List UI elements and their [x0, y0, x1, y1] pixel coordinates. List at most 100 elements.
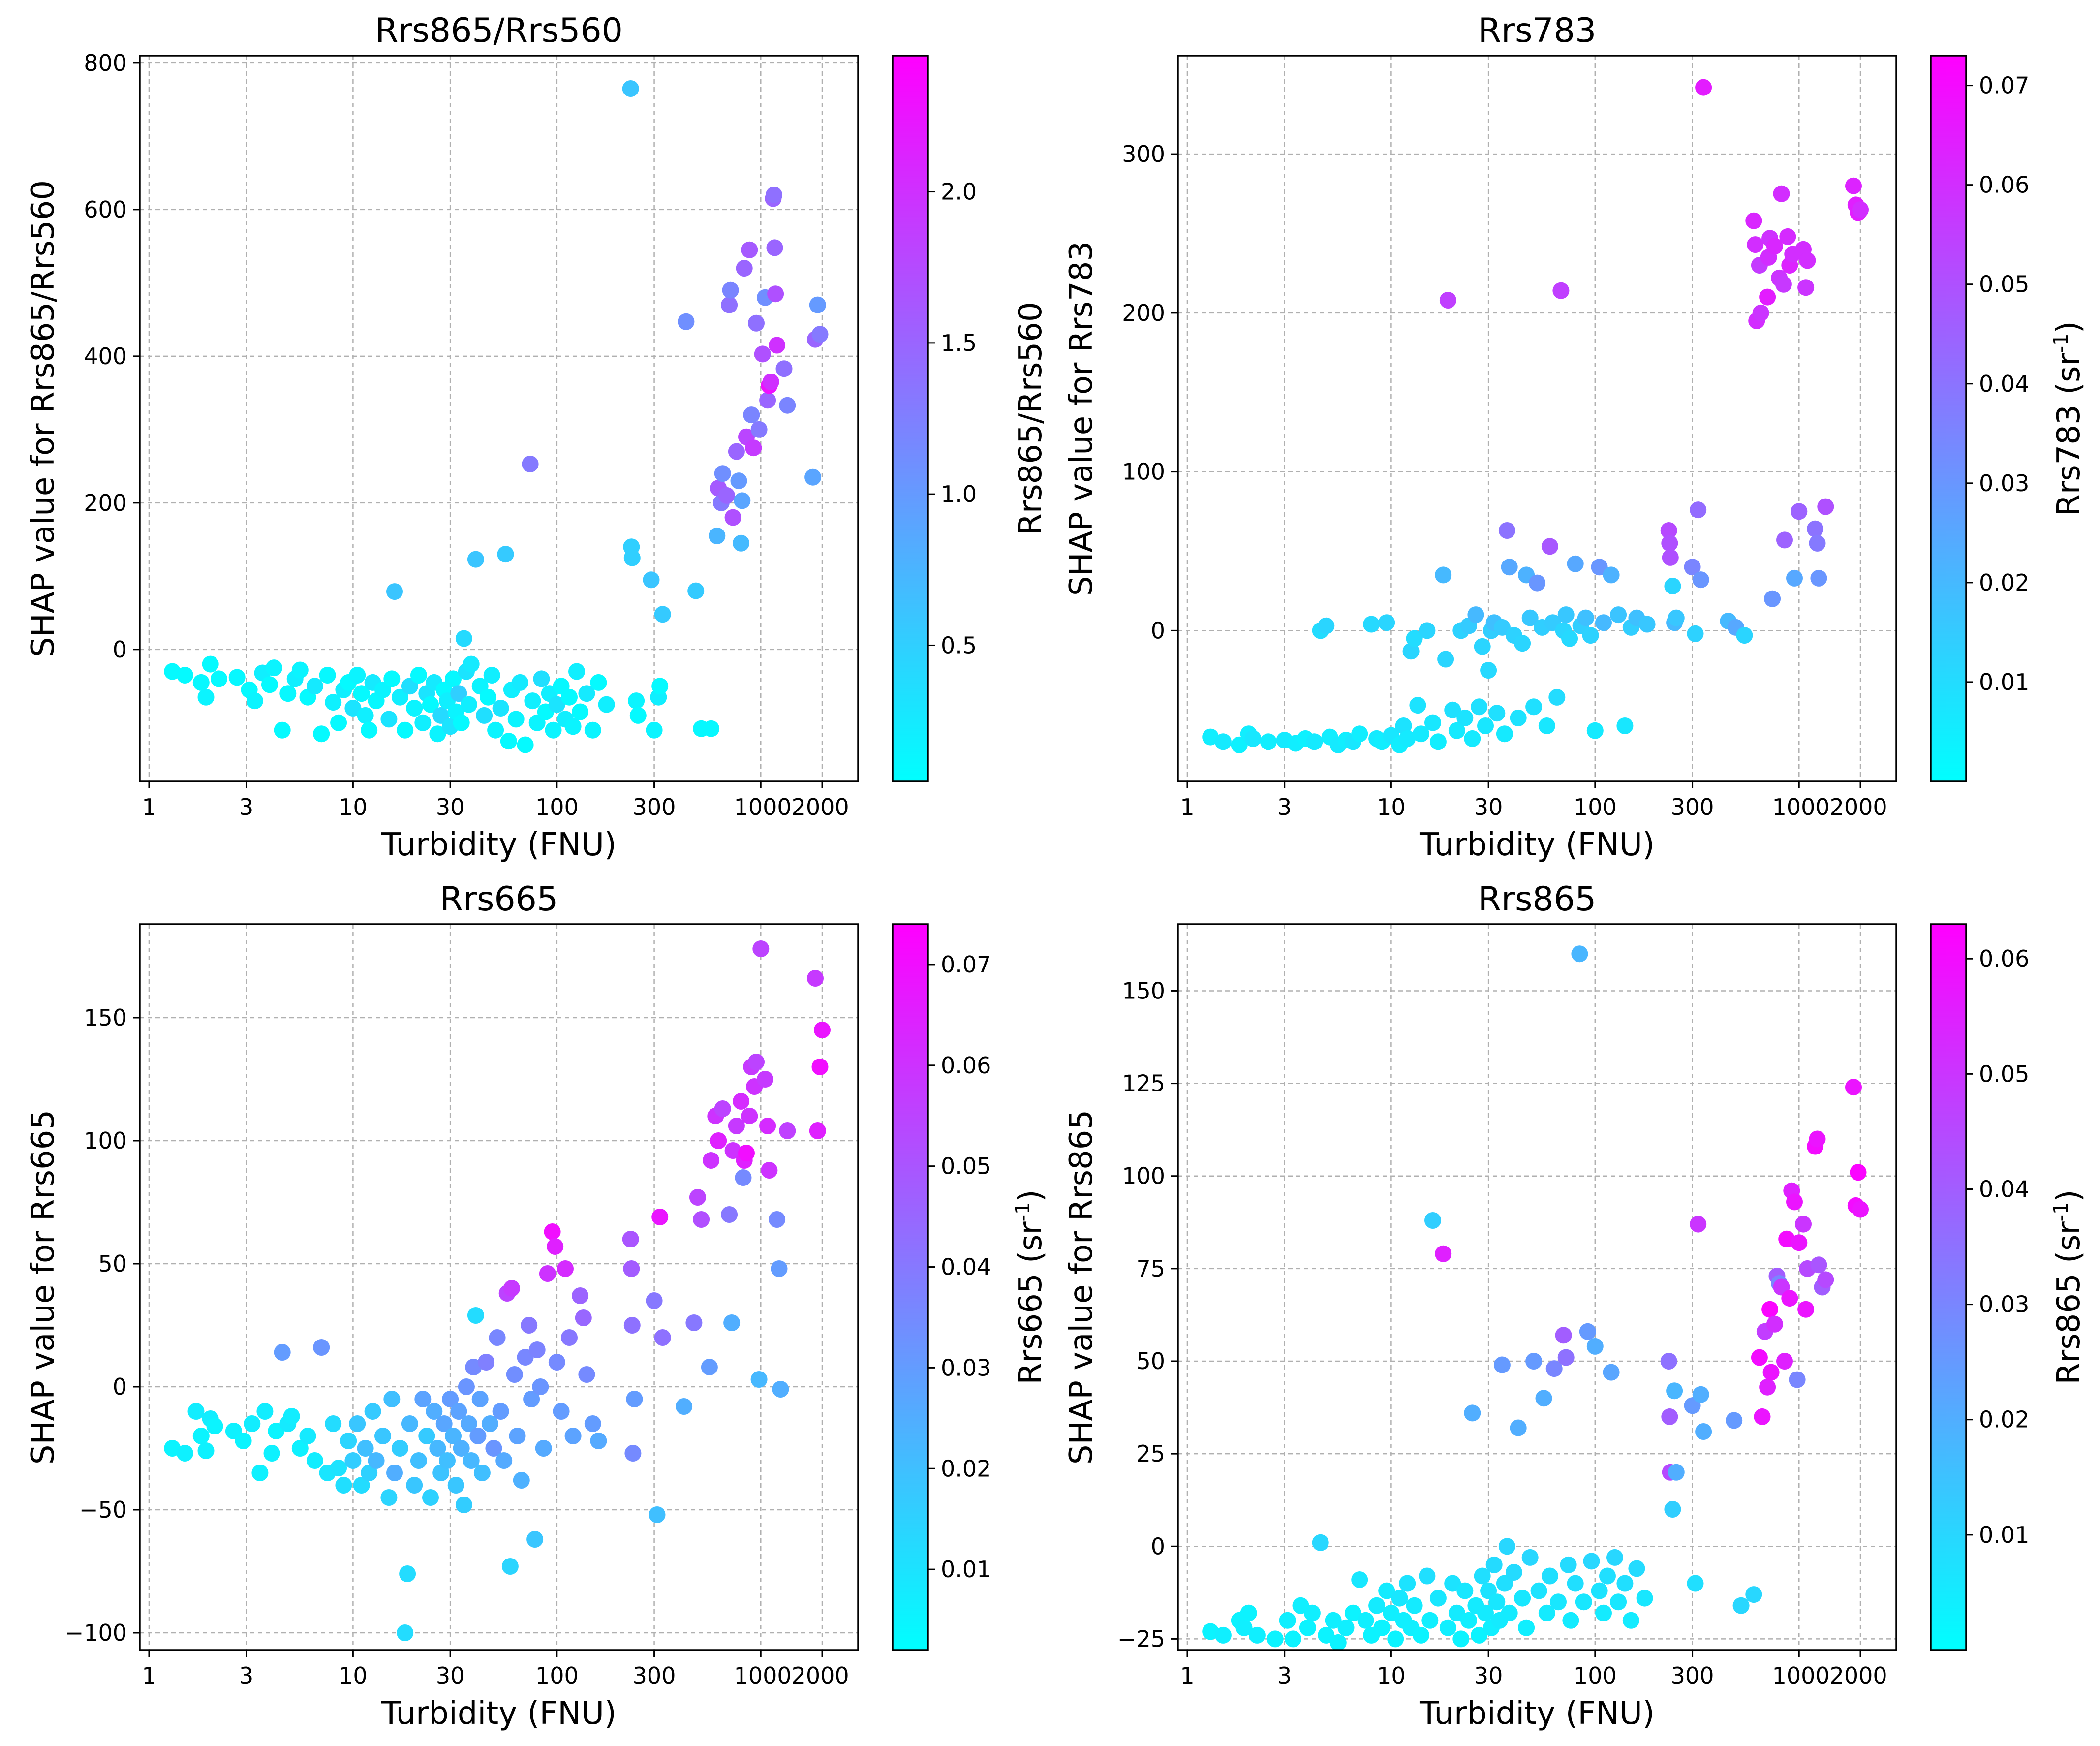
data-point — [1214, 1626, 1232, 1644]
data-point — [769, 1211, 786, 1228]
data-point — [646, 721, 663, 739]
colorbar-tick-label: 0.05 — [941, 1153, 991, 1180]
data-point — [804, 468, 822, 486]
data-point — [1435, 1245, 1452, 1262]
data-point — [741, 241, 758, 258]
data-point — [1521, 1549, 1539, 1566]
data-point — [380, 711, 398, 728]
data-point — [306, 678, 323, 695]
data-point — [1357, 1612, 1374, 1629]
y-tick-label: −100 — [65, 1620, 127, 1646]
colorbar-label: Rrs865 (sr-1) — [2050, 1189, 2087, 1384]
data-point — [509, 1428, 526, 1444]
y-tick-label: 0 — [1151, 617, 1165, 644]
data-point — [380, 1489, 398, 1506]
data-point — [1610, 606, 1627, 624]
data-point — [721, 1206, 738, 1223]
data-point — [590, 674, 607, 691]
y-tick-label: 0 — [1151, 1533, 1165, 1559]
data-point — [1299, 1619, 1316, 1636]
data-point — [779, 397, 796, 414]
data-point — [646, 1292, 663, 1309]
data-point — [1852, 1201, 1869, 1218]
data-point — [450, 685, 467, 702]
data-point — [406, 1477, 423, 1494]
colorbar — [1930, 923, 1967, 1651]
data-point — [414, 1391, 432, 1407]
x-tick-label: 3 — [1277, 794, 1292, 820]
data-point — [1529, 574, 1546, 592]
data-point — [1773, 185, 1790, 202]
data-point — [1795, 1216, 1812, 1233]
data-point — [526, 1531, 544, 1548]
data-point — [246, 692, 263, 710]
data-point — [1567, 1575, 1584, 1592]
data-point — [1668, 1464, 1685, 1481]
colorbar-tick-label: 0.03 — [1979, 1291, 2029, 1318]
y-axis-label: SHAP value for Rrs865 — [1063, 1110, 1100, 1465]
y-tick-label: 100 — [1122, 1163, 1165, 1189]
data-point — [344, 700, 362, 717]
data-point — [687, 582, 705, 599]
colorbar-tick-label: 0.5 — [941, 632, 977, 658]
data-point — [693, 1211, 710, 1228]
data-point — [1474, 638, 1491, 655]
y-tick-label: 50 — [1136, 1348, 1165, 1374]
chart-panel: 1 3 10 30 100 300 10002000 0 100 200 300 Rrs783 Turb… — [1063, 11, 2087, 863]
data-point — [771, 1260, 788, 1277]
data-point — [349, 667, 366, 684]
data-point — [1622, 1612, 1639, 1629]
data-point — [759, 392, 776, 409]
y-tick-label: 125 — [1122, 1070, 1165, 1097]
data-point — [1448, 722, 1465, 739]
data-point — [723, 1314, 741, 1331]
data-point — [426, 1403, 443, 1420]
data-point — [1595, 1604, 1612, 1621]
data-point — [1557, 1349, 1575, 1366]
data-point — [754, 345, 771, 363]
data-point — [629, 707, 647, 724]
data-point — [1781, 1290, 1798, 1307]
data-point — [410, 1452, 427, 1469]
data-point — [1690, 1216, 1707, 1233]
data-point — [306, 1452, 323, 1469]
data-point — [685, 1314, 703, 1331]
data-point — [766, 187, 782, 204]
data-point — [374, 681, 391, 698]
data-point — [1766, 238, 1783, 255]
data-point — [261, 676, 278, 693]
data-point — [1616, 717, 1634, 734]
data-point — [1660, 522, 1677, 539]
data-point — [762, 374, 779, 390]
data-point — [1439, 1619, 1456, 1636]
data-point — [432, 707, 450, 724]
x-tick-label: 1 — [1180, 1662, 1194, 1689]
y-tick-label: 200 — [84, 490, 127, 516]
data-point — [512, 674, 528, 691]
data-point — [399, 1565, 416, 1582]
data-point — [733, 534, 750, 552]
data-point — [1514, 1590, 1531, 1607]
data-point — [206, 1418, 223, 1434]
data-point — [561, 1329, 578, 1346]
data-point — [274, 1344, 291, 1361]
data-point — [1480, 662, 1497, 679]
data-point — [1399, 1575, 1416, 1592]
colorbar-tick-label: 1.0 — [941, 481, 977, 507]
data-point — [1603, 566, 1620, 584]
x-tick-label: 300 — [633, 794, 676, 820]
data-point — [1421, 1612, 1439, 1629]
chart-title: Rrs783 — [1478, 11, 1596, 50]
colorbar-tick-label: 0.06 — [1979, 945, 2029, 972]
data-point — [748, 314, 765, 332]
data-point — [676, 1398, 693, 1415]
data-point — [313, 1339, 330, 1356]
data-point — [622, 80, 639, 97]
data-point — [624, 1445, 642, 1462]
data-point — [357, 1440, 374, 1457]
data-point — [439, 1452, 456, 1469]
data-point — [750, 421, 768, 438]
data-point — [590, 1433, 607, 1449]
data-point — [1550, 1593, 1567, 1611]
data-point — [1810, 1256, 1827, 1274]
